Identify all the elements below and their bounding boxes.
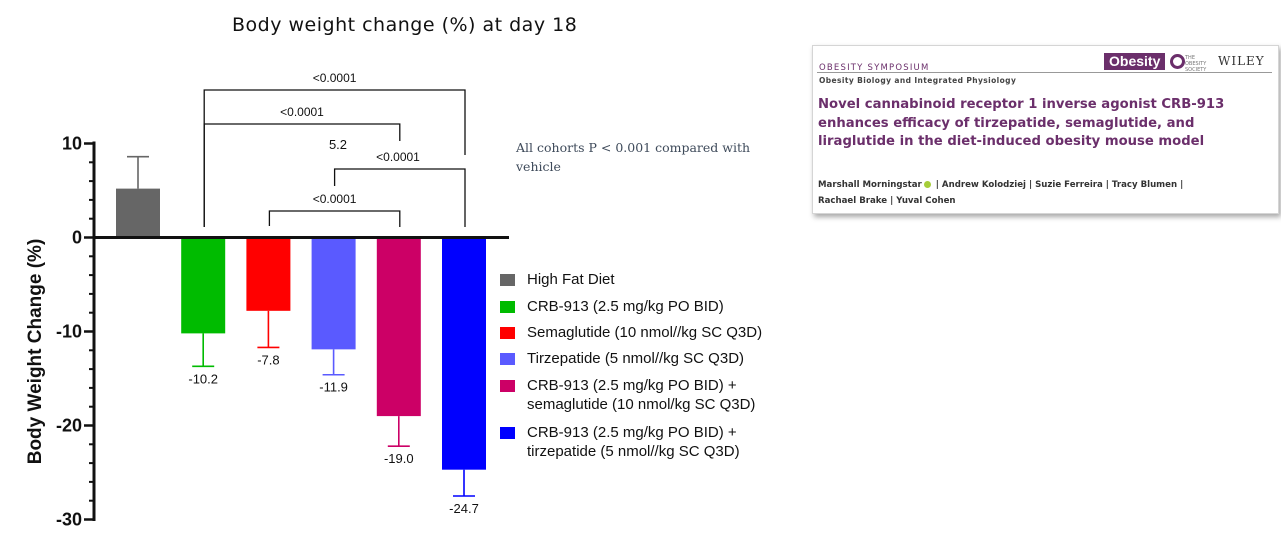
legend-label-line: CRB-913 (2.5 mg/kg PO BID) + bbox=[527, 377, 737, 394]
legend-label: Tirzepatide (5 nmol//kg SC Q3D) bbox=[527, 349, 744, 368]
y-tick-label: 10 bbox=[62, 134, 82, 154]
y-tick-label: -20 bbox=[56, 416, 82, 436]
significance-label: <0.0001 bbox=[376, 150, 420, 164]
value-label-3: -7.8 bbox=[257, 352, 279, 367]
author-first[interactable]: Marshall Morningstar bbox=[818, 180, 922, 190]
y-tick-label: 0 bbox=[72, 228, 82, 248]
symposium-label: OBESITY SYMPOSIUM bbox=[819, 63, 930, 73]
legend-item-2: CRB-913 (2.5 mg/kg PO BID) bbox=[500, 297, 820, 316]
society-logo-text: THE OBESITY SOCIETY bbox=[1185, 55, 1207, 73]
value-label-6: -24.7 bbox=[449, 501, 479, 516]
value-label-4: -11.9 bbox=[319, 380, 348, 395]
paper-title: Novel cannabinoid receptor 1 inverse ago… bbox=[818, 97, 1225, 149]
significance-note: All cohorts P < 0.001 compared with vehi… bbox=[516, 140, 751, 174]
society-logo-icon bbox=[1170, 54, 1185, 69]
legend-label: High Fat Diet bbox=[527, 270, 615, 289]
significance-bracket bbox=[268, 210, 401, 227]
paper-header-card[interactable]: OBESITY SYMPOSIUM Obesity Biology and In… bbox=[812, 45, 1279, 214]
legend-item-4: Tirzepatide (5 nmol//kg SC Q3D) bbox=[500, 349, 820, 368]
bar-3 bbox=[246, 237, 291, 311]
legend-label-line: semaglutide (10 nmol/kg SC Q3D) bbox=[527, 396, 756, 413]
value-label-2: -10.2 bbox=[188, 371, 218, 386]
y-axis-label: Body Weight Change (%) bbox=[25, 239, 46, 465]
bar-2 bbox=[181, 237, 226, 334]
legend-item-5: CRB-913 (2.5 mg/kg PO BID) + semaglutide … bbox=[500, 376, 820, 414]
y-tick-label: -10 bbox=[56, 322, 82, 342]
section-label: Obesity Biology and Integrated Physiolog… bbox=[819, 76, 1017, 85]
significance-label: <0.0001 bbox=[313, 71, 357, 85]
legend-item-6: CRB-913 (2.5 mg/kg PO BID) + tirzepatide … bbox=[500, 423, 820, 461]
authors-rest: | Andrew Kolodziej | Suzie Ferreira | Tr… bbox=[932, 180, 1184, 190]
authors-line-2: Rachael Brake | Yuval Cohen bbox=[818, 196, 956, 206]
legend-label-line: Semaglutide (10 nmol//kg SC Q3D) bbox=[527, 324, 763, 341]
legend-swatch bbox=[500, 274, 515, 286]
journal-logo: Obesity bbox=[1104, 53, 1166, 70]
legend-label-line: CRB-913 (2.5 mg/kg PO BID) + bbox=[527, 424, 737, 441]
legend-swatch bbox=[500, 353, 515, 365]
legend-label: CRB-913 (2.5 mg/kg PO BID) bbox=[527, 297, 724, 316]
legend-label-line: tirzepatide (5 nmol//kg SC Q3D) bbox=[527, 443, 740, 460]
legend-swatch bbox=[500, 301, 515, 313]
significance-bracket bbox=[203, 89, 466, 227]
significance-label: <0.0001 bbox=[280, 105, 324, 119]
chart-title: Body weight change (%) at day 18 bbox=[232, 14, 578, 36]
legend-item-1: High Fat Diet bbox=[500, 270, 820, 289]
significance-bracket bbox=[203, 123, 401, 227]
value-label-1: 5.2 bbox=[329, 137, 347, 152]
legend-swatch bbox=[500, 327, 515, 339]
significance-label: <0.0001 bbox=[313, 192, 357, 206]
legend-swatch bbox=[500, 380, 515, 392]
bar-1 bbox=[116, 188, 160, 238]
y-tick-label: -30 bbox=[56, 510, 82, 530]
publisher-logo: WILEY bbox=[1218, 54, 1265, 68]
legend-label-line: Tirzepatide (5 nmol//kg SC Q3D) bbox=[527, 350, 745, 367]
legend-label: CRB-913 (2.5 mg/kg PO BID) + semaglutide … bbox=[527, 376, 755, 414]
bar-4 bbox=[311, 237, 356, 350]
bar-6 bbox=[442, 237, 486, 470]
author-list: Marshall Morningstar | Andrew Kolodziej … bbox=[818, 177, 1268, 209]
legend-label: CRB-913 (2.5 mg/kg PO BID) + tirzepatide … bbox=[527, 423, 740, 461]
header-divider bbox=[817, 72, 1272, 73]
value-label-5: -19.0 bbox=[384, 451, 414, 466]
legend-label: Semaglutide (10 nmol//kg SC Q3D) bbox=[527, 323, 762, 342]
bar-5 bbox=[376, 237, 421, 417]
orcid-icon[interactable] bbox=[923, 181, 931, 188]
legend-label-line: High Fat Diet bbox=[527, 271, 615, 288]
legend-label-line: CRB-913 (2.5 mg/kg PO BID) bbox=[527, 298, 724, 315]
bar-chart: 10 0 -10 -20 -30 Body Weight Change (%) 5.2 -10… bbox=[25, 71, 509, 530]
significance-bracket bbox=[333, 168, 466, 227]
legend-item-3: Semaglutide (10 nmol//kg SC Q3D) bbox=[500, 323, 820, 342]
legend-swatch bbox=[500, 427, 515, 439]
